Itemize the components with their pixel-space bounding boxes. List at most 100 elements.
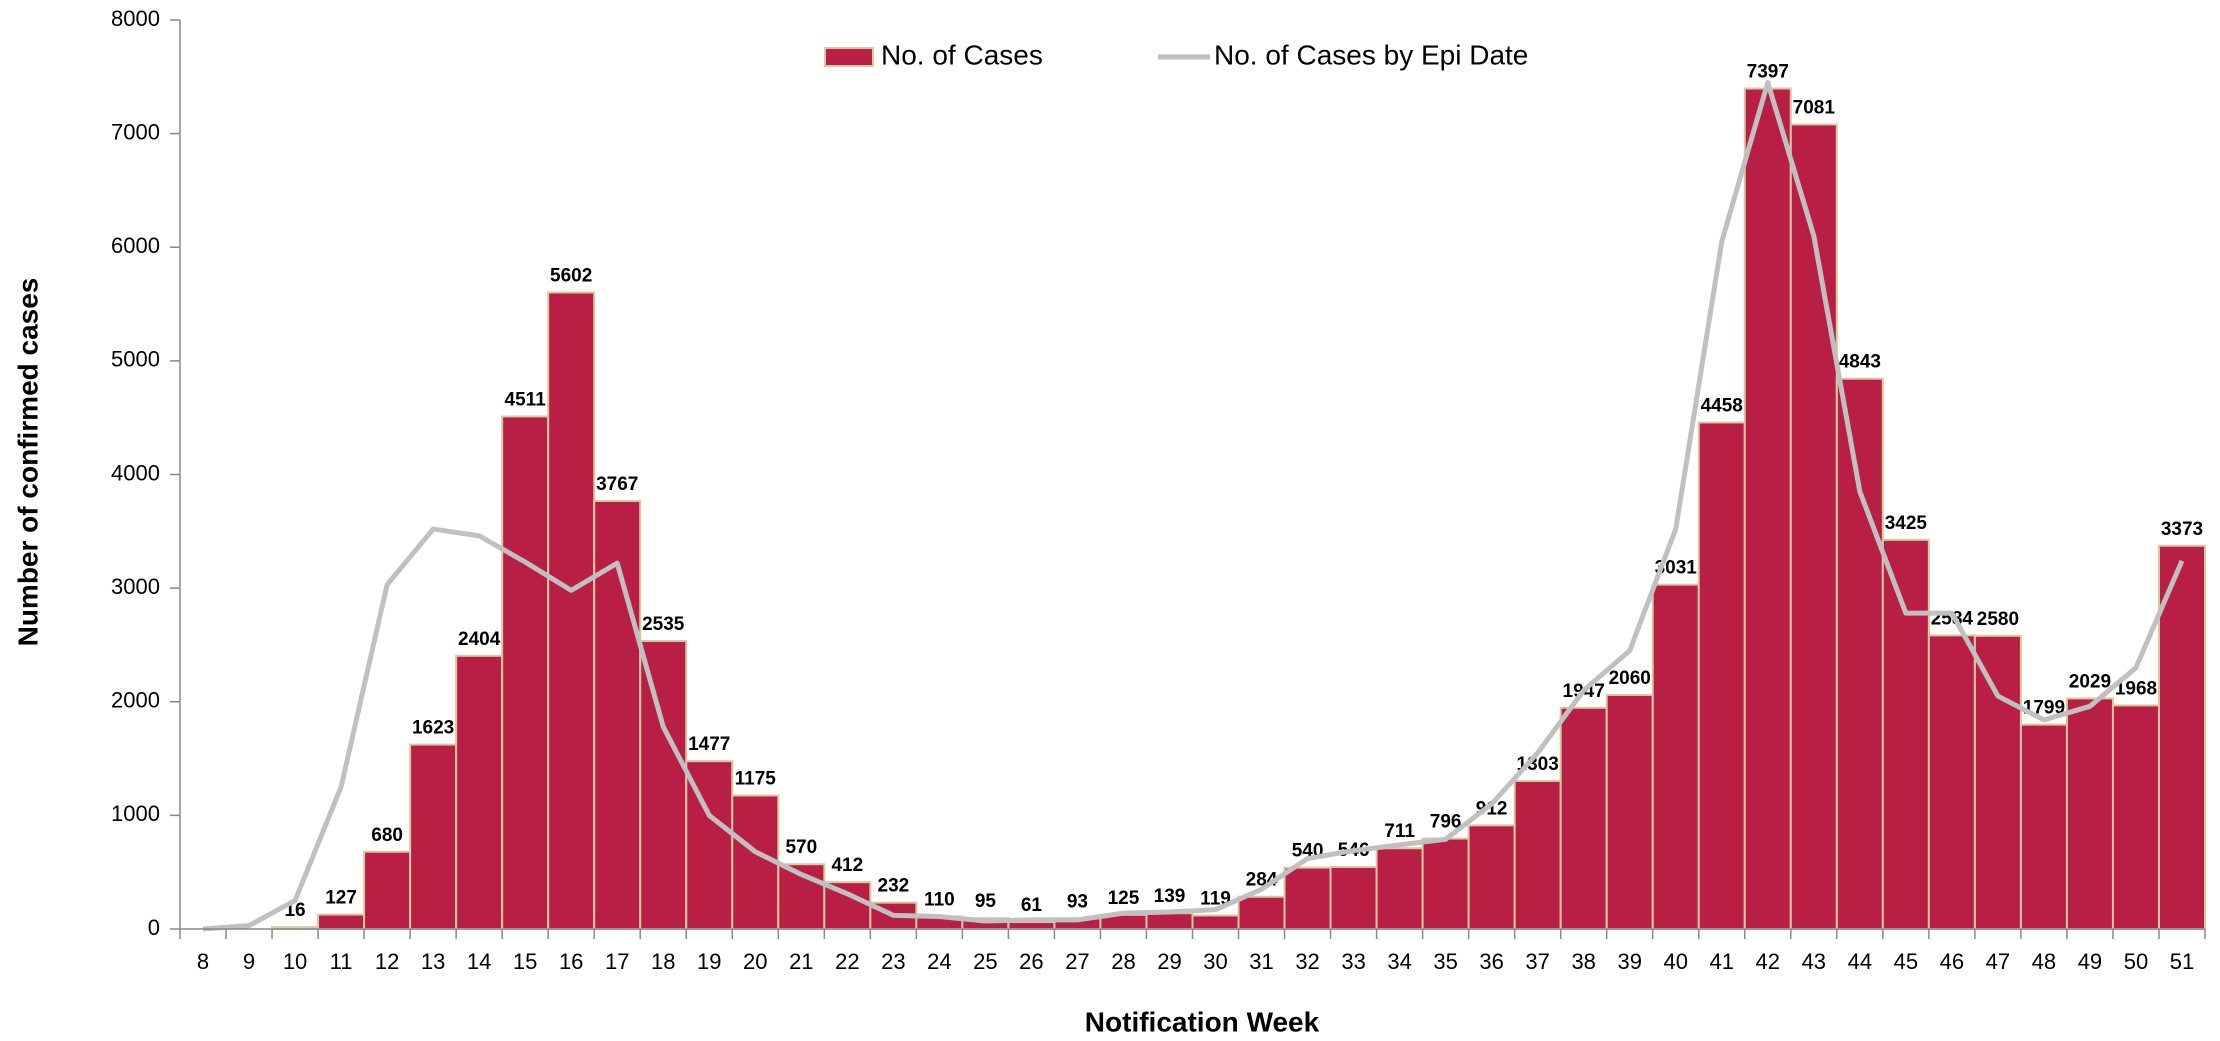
- x-tick-label: 15: [513, 949, 537, 974]
- data-label: 1968: [2115, 678, 2157, 699]
- x-tick-label: 46: [1940, 949, 1964, 974]
- x-tick-label: 10: [283, 949, 307, 974]
- bar: [639, 639, 688, 930]
- y-tick-label: 6000: [111, 233, 160, 258]
- bar: [1421, 837, 1470, 931]
- data-label: 95: [975, 891, 997, 912]
- x-tick-label: 30: [1203, 949, 1227, 974]
- x-tick-label: 11: [330, 949, 353, 974]
- x-tick-label: 25: [973, 949, 997, 974]
- data-label: 1303: [1517, 754, 1559, 775]
- data-label: 1477: [688, 734, 730, 755]
- line: [202, 79, 2185, 932]
- data-label: 4511: [505, 389, 547, 410]
- data-label: 7397: [1747, 62, 1789, 83]
- y-tick-label: 1000: [111, 801, 160, 826]
- bar: [455, 654, 504, 931]
- x-tick-label: 34: [1387, 949, 1411, 974]
- bar: [1697, 421, 1746, 930]
- x-tick-label: 48: [2032, 949, 2056, 974]
- x-axis-title: Notification Week: [1085, 1006, 1320, 1037]
- x-tick-label: 36: [1479, 949, 1503, 974]
- x-tick-label: 50: [2124, 949, 2148, 974]
- x-tick-label: 31: [1249, 949, 1273, 974]
- x-tick-label: 33: [1341, 949, 1365, 974]
- bar: [1191, 914, 1240, 931]
- bar: [363, 850, 412, 930]
- x-tick-label: 39: [1617, 949, 1641, 974]
- bar: [2065, 697, 2114, 931]
- bar: [1329, 865, 1378, 931]
- y-tick-label: 5000: [111, 347, 160, 372]
- data-label: 2404: [458, 629, 501, 650]
- x-tick-label: 35: [1433, 949, 1457, 974]
- data-label: 61: [1021, 895, 1043, 916]
- data-label: 139: [1154, 886, 1186, 907]
- x-tick-label: 12: [375, 949, 399, 974]
- bar: [1513, 779, 1562, 931]
- bar: [1559, 706, 1608, 930]
- x-tick-label: 44: [1848, 949, 1872, 974]
- data-label: 4458: [1701, 395, 1743, 416]
- x-tick-label: 29: [1157, 949, 1181, 974]
- legend-swatch: [824, 47, 874, 67]
- bar: [1973, 634, 2022, 930]
- data-label: 7081: [1793, 97, 1836, 118]
- bar: [1237, 895, 1286, 931]
- bar: [1927, 634, 1976, 930]
- data-label: 5602: [550, 265, 592, 286]
- bar: [1283, 866, 1332, 931]
- x-tick-label: 37: [1525, 949, 1549, 974]
- data-label: 127: [325, 888, 357, 909]
- data-label: 4843: [1839, 352, 1881, 373]
- x-tick-label: 14: [467, 949, 491, 974]
- y-axis-title: Number of confirmed cases: [12, 278, 43, 647]
- bar: [317, 913, 366, 931]
- bar: [2111, 704, 2160, 930]
- bar: [1881, 538, 1930, 930]
- bar: [501, 415, 550, 930]
- data-label: 3373: [2161, 519, 2203, 540]
- x-tick-label: 51: [2170, 949, 2194, 974]
- bar: [2019, 723, 2068, 930]
- data-label: 3425: [1885, 513, 1928, 534]
- bar: [1605, 693, 1654, 930]
- bar: [1651, 583, 1700, 930]
- x-tick-label: 47: [1986, 949, 2010, 974]
- x-tick-label: 32: [1295, 949, 1319, 974]
- data-label: 1623: [412, 718, 454, 739]
- bar: [1467, 824, 1516, 931]
- data-label: 711: [1384, 821, 1415, 842]
- x-tick-label: 27: [1065, 949, 1089, 974]
- data-label: 3767: [596, 474, 638, 495]
- bar: [1375, 847, 1424, 931]
- x-tick-label: 41: [1710, 949, 1734, 974]
- y-tick-label: 4000: [111, 460, 160, 485]
- x-tick-label: 22: [835, 949, 859, 974]
- x-tick-label: 26: [1019, 949, 1043, 974]
- bar: [1789, 123, 1838, 930]
- data-label: 2029: [2069, 671, 2111, 692]
- bar: [2157, 544, 2207, 930]
- y-tick-label: 7000: [111, 119, 160, 144]
- x-tick-label: 20: [743, 949, 767, 974]
- x-tick-label: 13: [421, 949, 445, 974]
- data-label: 912: [1476, 798, 1508, 819]
- data-label: 232: [878, 876, 910, 897]
- y-tick-label: 8000: [111, 6, 160, 31]
- x-tick-label: 28: [1111, 949, 1135, 974]
- data-label: 570: [785, 837, 817, 858]
- x-tick-label: 9: [243, 949, 255, 974]
- x-tick-label: 43: [1802, 949, 1826, 974]
- x-tick-label: 23: [881, 949, 905, 974]
- bar: [1743, 87, 1792, 931]
- data-label: 680: [371, 825, 403, 846]
- legend-label: No. of Cases: [881, 39, 1043, 70]
- data-label: 2580: [1977, 609, 2019, 630]
- data-label: 125: [1108, 888, 1140, 909]
- y-tick-label: 3000: [111, 574, 160, 599]
- data-label: 2060: [1609, 668, 1651, 689]
- x-tick-label: 49: [2078, 949, 2102, 974]
